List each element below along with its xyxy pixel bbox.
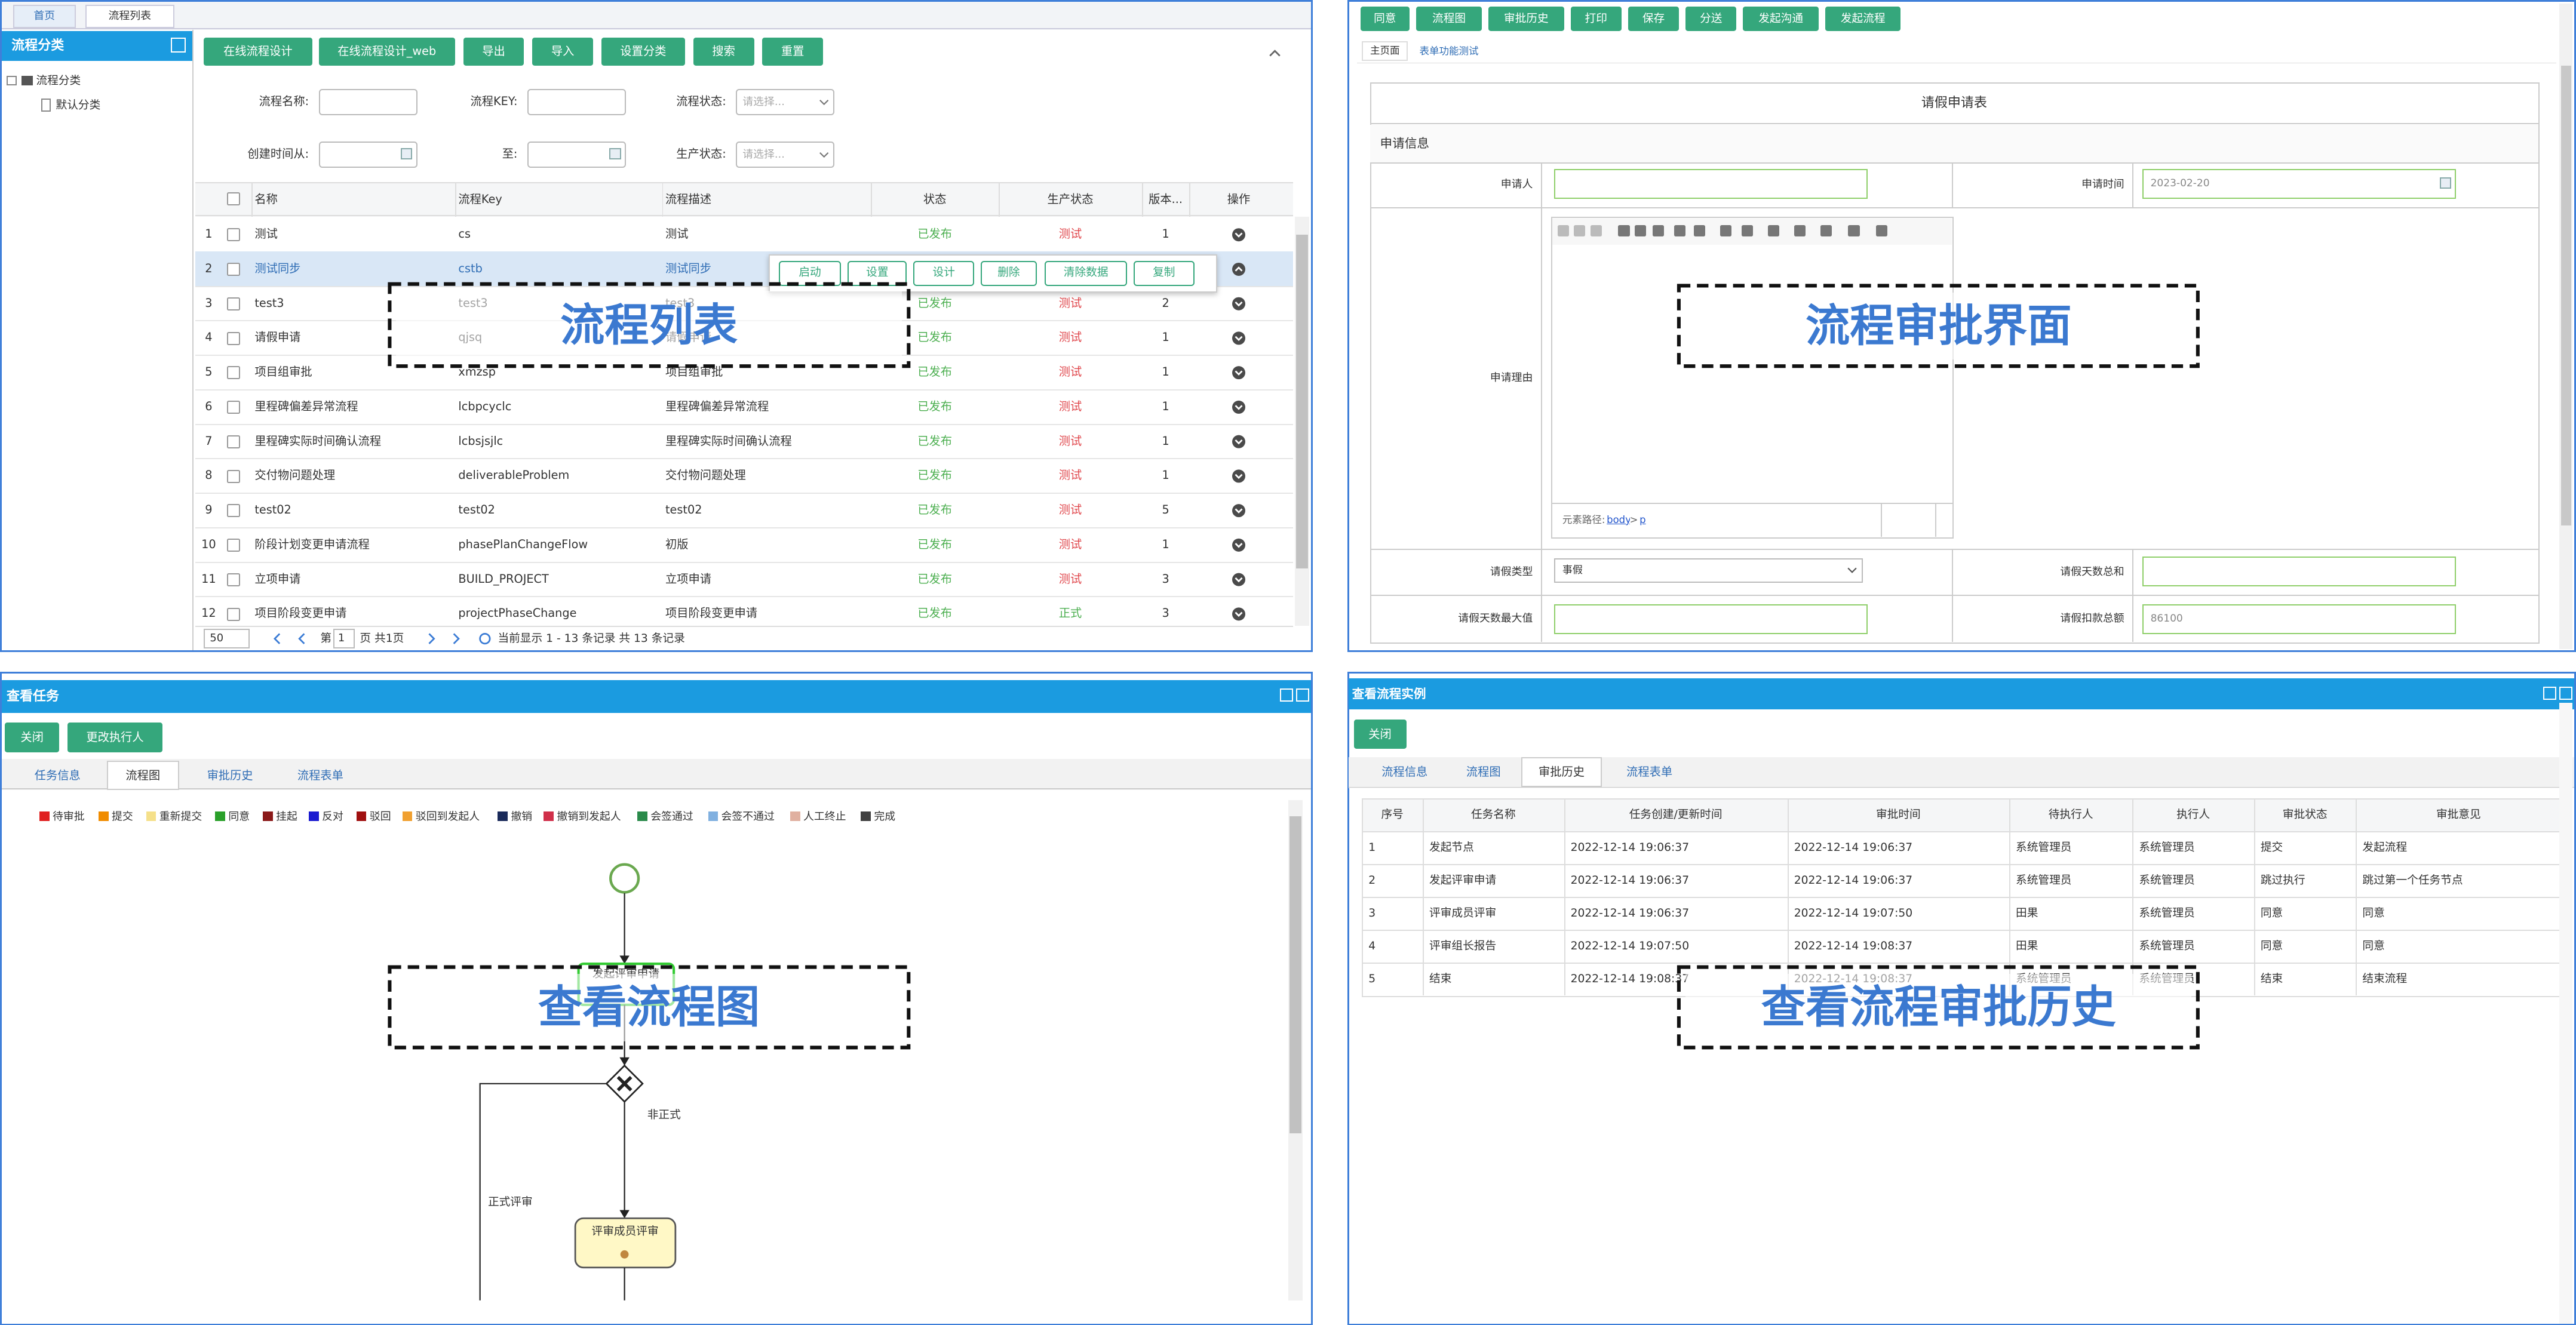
task-label: 评审成员评审 [575, 1222, 676, 1241]
arrowhead [619, 1057, 629, 1066]
caption: 流程列表 [396, 291, 902, 360]
row-menu-icon [1232, 263, 1245, 276]
start-event [610, 865, 638, 893]
row-menu-icon [1232, 435, 1245, 448]
row-menu-icon [1232, 607, 1245, 620]
flow-label: 非正式 [647, 1105, 707, 1125]
pager-nav [299, 634, 304, 643]
arrowhead [619, 1210, 629, 1219]
row-menu-icon [1232, 297, 1245, 311]
row-menu-icon [1232, 504, 1245, 517]
caption: 流程审批界面 [1685, 293, 2191, 360]
row-menu-icon [1232, 469, 1245, 482]
row-menu-icon [1232, 366, 1245, 379]
row-menu-icon [1232, 573, 1245, 586]
caret [1848, 568, 1856, 572]
flow-label: 正式评审 [488, 1192, 547, 1212]
pager-nav [454, 634, 459, 643]
collapse-chevron [1270, 51, 1279, 56]
row-menu-icon [1232, 228, 1245, 241]
assignee-icon [621, 1250, 629, 1259]
caret [820, 100, 828, 104]
caption: 查看流程图 [396, 974, 902, 1041]
pager-nav [275, 634, 280, 643]
pager-nav [429, 634, 434, 643]
row-menu-icon [1232, 539, 1245, 552]
row-menu-icon [1232, 401, 1245, 414]
caret [820, 153, 828, 157]
caption: 查看流程审批历史 [1685, 974, 2191, 1041]
row-menu-icon [1232, 331, 1245, 345]
refresh-icon [480, 634, 490, 643]
